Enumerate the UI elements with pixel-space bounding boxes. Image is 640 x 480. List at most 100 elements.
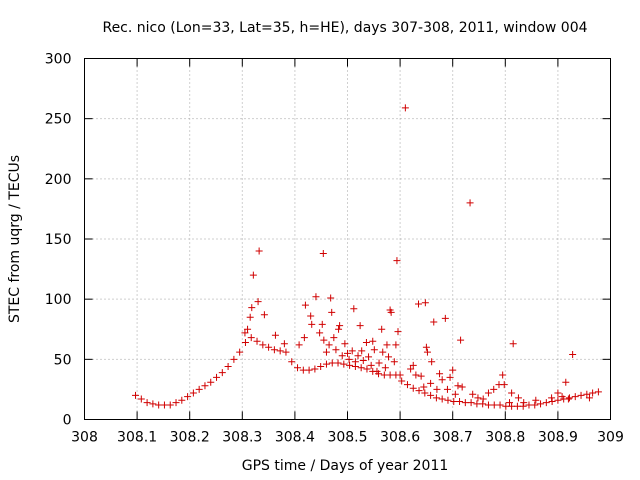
x-tick-label: 308.6	[380, 430, 420, 446]
data-point	[137, 395, 145, 403]
data-point	[341, 340, 349, 348]
data-point	[520, 399, 528, 407]
data-point	[300, 334, 308, 342]
data-point	[201, 382, 209, 390]
data-point	[446, 373, 454, 381]
data-point	[316, 329, 324, 337]
data-point	[294, 364, 302, 372]
data-point	[451, 390, 459, 398]
data-point	[506, 399, 514, 407]
data-point	[458, 383, 466, 391]
data-point	[247, 334, 255, 342]
data-point	[255, 247, 263, 255]
y-axis-label: STEC from uqrg / TECUs	[7, 155, 23, 323]
data-point	[319, 249, 327, 257]
data-points	[132, 104, 602, 410]
axis-ticks	[84, 58, 611, 420]
data-point	[415, 387, 423, 395]
data-point	[496, 401, 504, 409]
data-point	[548, 397, 556, 405]
data-point	[367, 361, 375, 369]
data-point	[184, 393, 192, 401]
data-point	[423, 348, 431, 356]
data-point	[564, 395, 572, 403]
data-point	[420, 383, 428, 391]
data-point	[207, 378, 215, 386]
y-tick-label: 100	[45, 292, 72, 308]
data-point	[577, 391, 585, 399]
data-point	[421, 389, 429, 397]
data-point	[230, 355, 238, 363]
data-point	[189, 389, 197, 397]
data-point	[260, 311, 268, 319]
data-point	[332, 346, 340, 354]
data-point	[457, 336, 465, 344]
data-point	[308, 320, 316, 328]
data-point	[213, 373, 221, 381]
data-point	[356, 322, 364, 330]
data-point	[178, 396, 186, 404]
data-point	[430, 318, 438, 326]
data-point	[236, 348, 244, 356]
data-point	[345, 355, 353, 363]
data-point	[259, 341, 267, 349]
data-point	[537, 400, 545, 408]
data-point	[301, 301, 309, 309]
data-point	[474, 394, 482, 402]
data-point	[276, 347, 284, 355]
data-point	[594, 388, 602, 396]
data-point	[583, 390, 591, 398]
data-point	[558, 393, 566, 401]
data-point	[479, 395, 487, 403]
data-point	[509, 340, 517, 348]
data-point	[417, 372, 425, 380]
data-point	[295, 341, 303, 349]
data-point	[396, 371, 404, 379]
data-point	[365, 353, 373, 361]
data-point	[390, 358, 398, 366]
data-point	[249, 271, 257, 279]
data-point	[554, 389, 562, 397]
data-point	[469, 390, 477, 398]
data-point	[409, 384, 417, 392]
data-point	[253, 337, 261, 345]
data-point	[265, 343, 273, 351]
data-point	[415, 300, 423, 308]
data-point	[436, 370, 444, 378]
data-point	[427, 379, 435, 387]
data-point	[490, 385, 498, 393]
data-point	[454, 382, 462, 390]
data-point	[383, 341, 391, 349]
x-tick-label: 308.2	[170, 430, 210, 446]
data-point	[484, 389, 492, 397]
y-tick-label: 250	[45, 112, 72, 128]
data-point	[422, 343, 430, 351]
data-point	[320, 336, 328, 344]
x-tick-label: 308.5	[327, 430, 367, 446]
data-point	[348, 347, 356, 355]
data-point	[562, 378, 570, 386]
data-point	[394, 328, 402, 336]
data-point	[322, 360, 330, 368]
data-point	[241, 338, 249, 346]
data-point	[519, 402, 527, 410]
x-tick-label: 308.9	[538, 430, 578, 446]
data-point	[149, 400, 157, 408]
x-tick-label: 308.3	[222, 430, 262, 446]
data-point	[330, 334, 338, 342]
data-point	[132, 391, 140, 399]
data-point	[565, 394, 573, 402]
data-point	[336, 322, 344, 330]
y-tick-label: 0	[63, 413, 72, 429]
data-point	[357, 364, 365, 372]
data-point	[554, 396, 562, 404]
data-point	[325, 341, 333, 349]
data-point	[456, 397, 464, 405]
y-tick-label: 200	[45, 172, 72, 188]
x-tick-label: 308.7	[433, 430, 473, 446]
data-point	[305, 366, 313, 374]
data-point	[398, 377, 406, 385]
data-point	[467, 399, 475, 407]
x-tick-label: 308.4	[275, 430, 315, 446]
